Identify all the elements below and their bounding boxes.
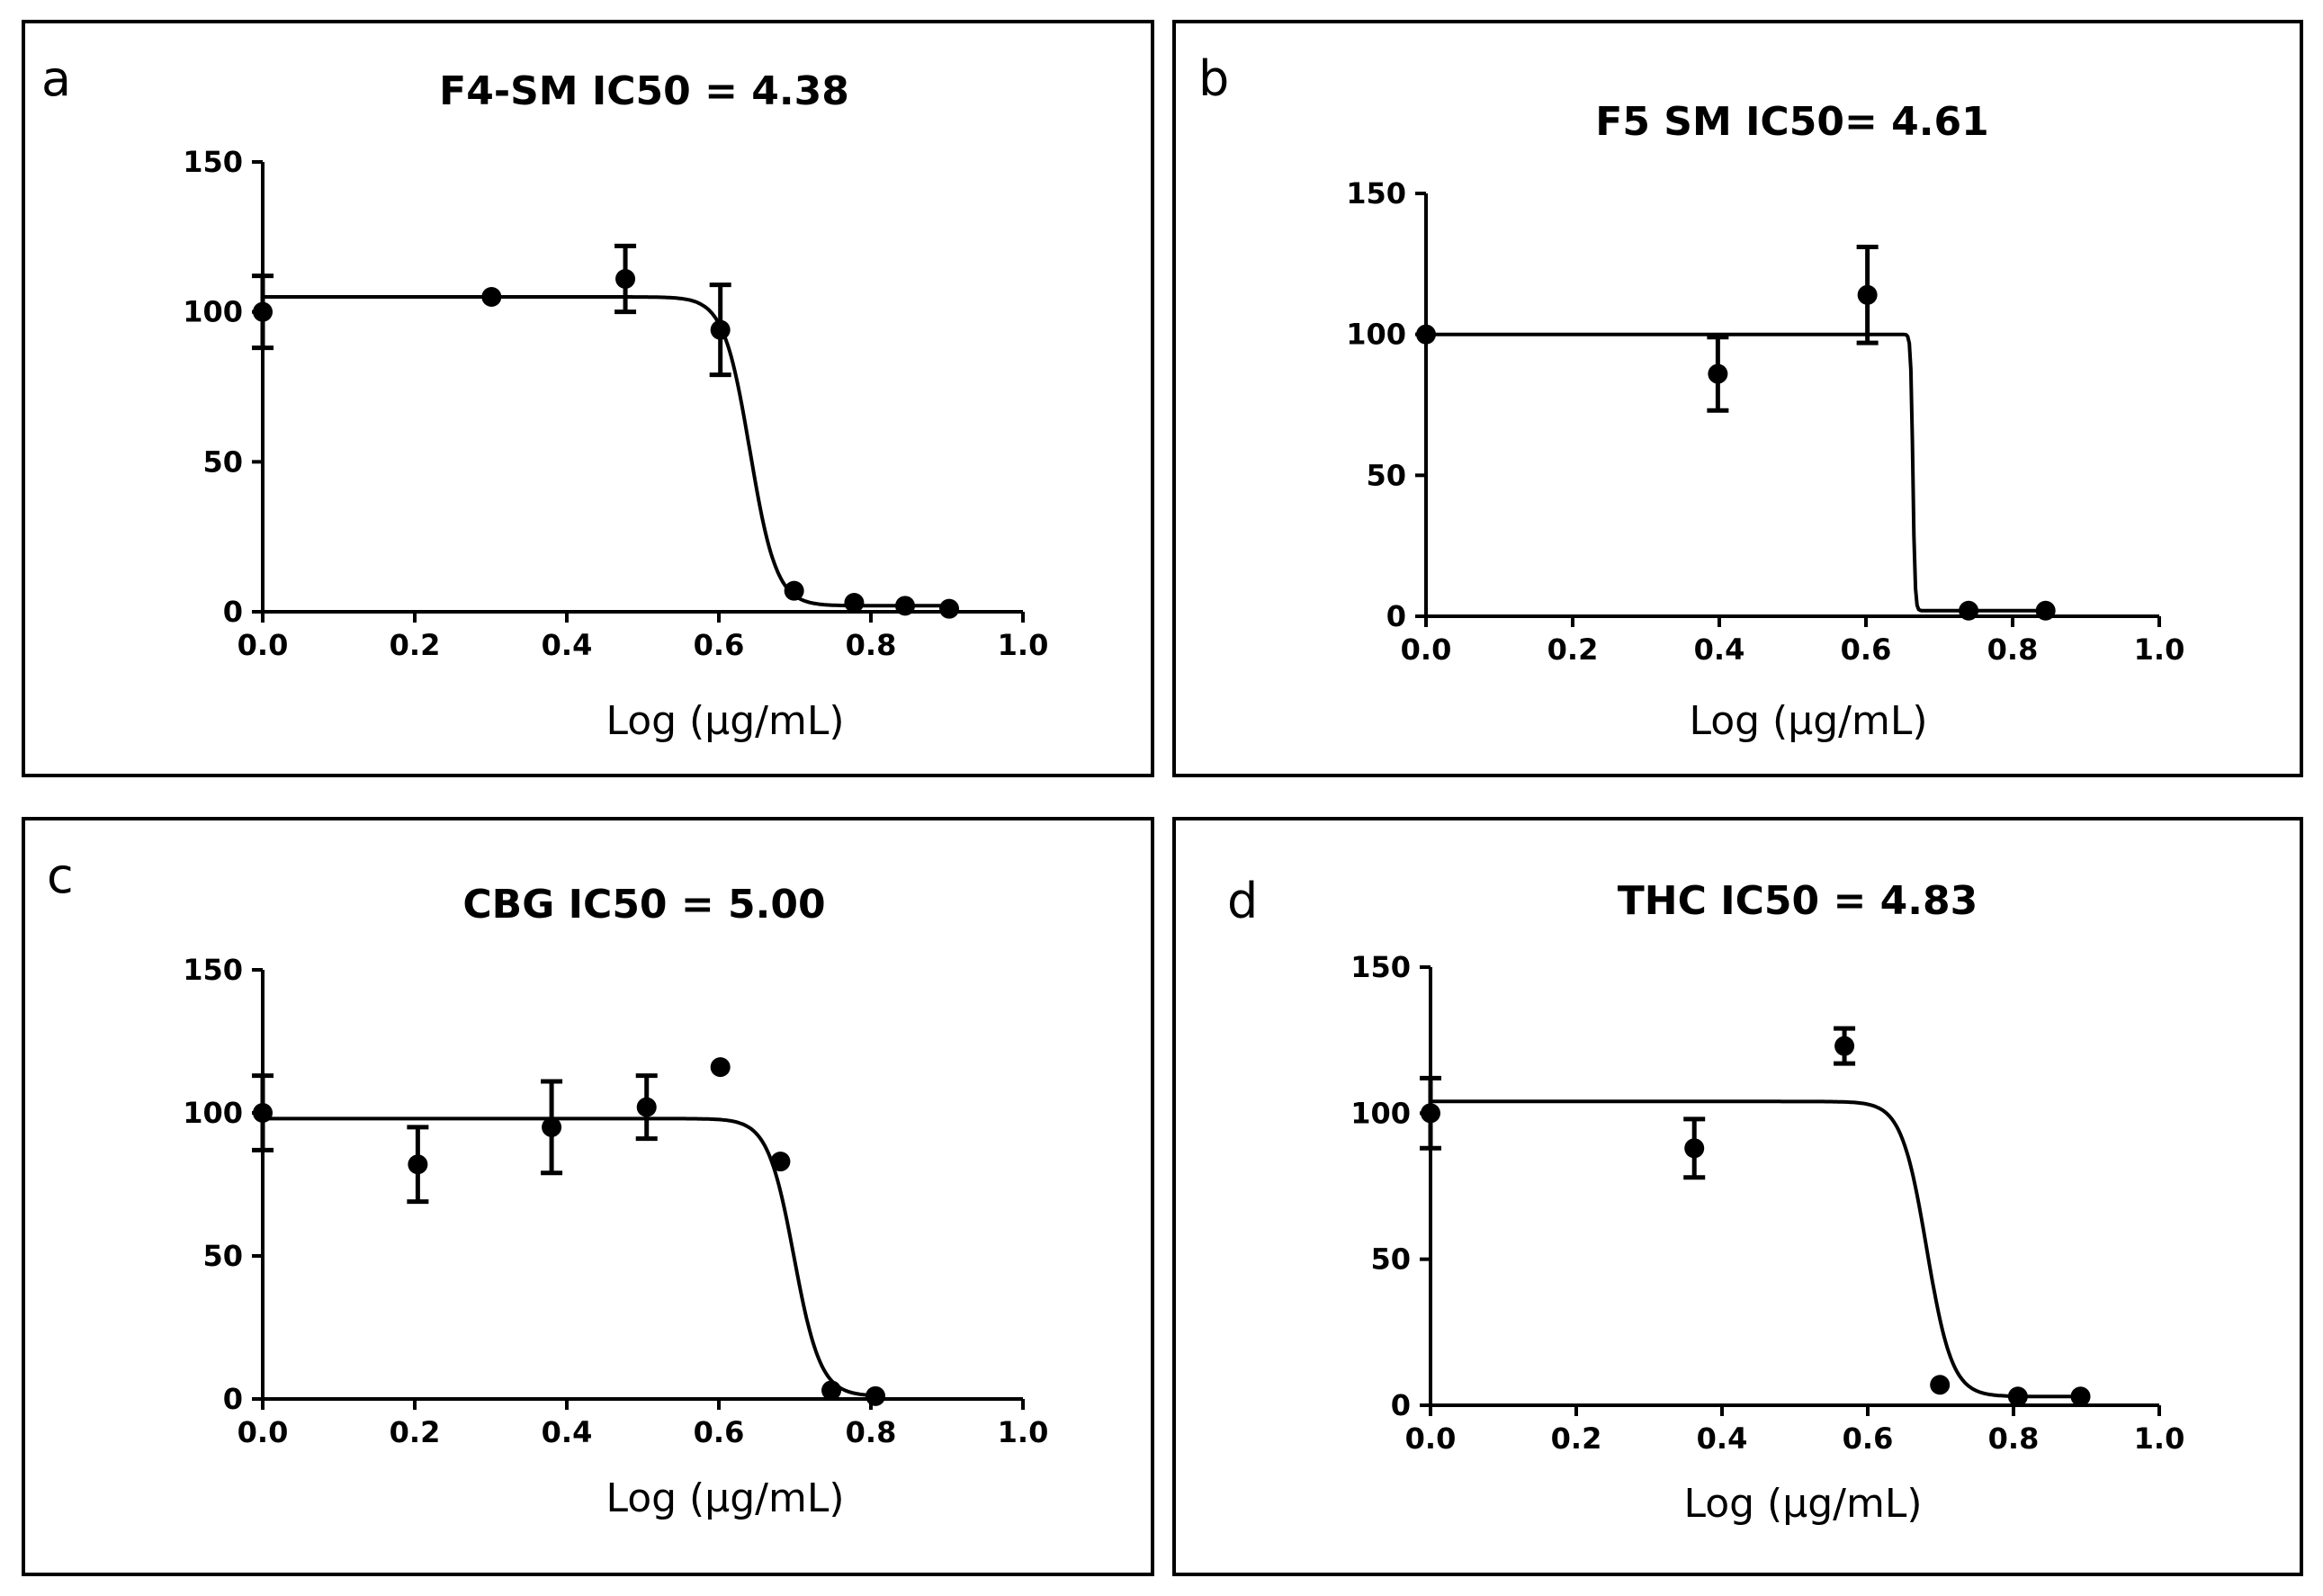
data-point [710,319,731,340]
panel-d: d THC IC50 = 4.83 0.0 0.2 0.4 0.6 0.8 1.0 0 50 1… [1172,817,2303,1576]
data-point [1959,600,1979,621]
data-point [636,1097,657,1117]
panel-a-letter: a [41,50,71,107]
data-point [1708,363,1728,384]
data-point [1684,1138,1705,1159]
panel-d-frame [1172,817,2303,1576]
x-tick-label: 1.0 [2134,1421,2185,1456]
x-tick-label: 1.0 [998,628,1049,662]
x-tick-label: 0.0 [1401,632,1452,667]
panel-c-plot: 0.0 0.2 0.4 0.6 0.8 1.0 0 50 100 150 [183,953,1048,1449]
fit-curve [1431,1099,2081,1399]
data-point [615,269,636,289]
y-tick-label: 50 [202,444,243,479]
x-tick-label: 0.2 [1551,1421,1602,1456]
panel-c-letter: c [47,847,74,904]
data-point [542,1116,562,1137]
x-tick-label: 0.4 [1697,1421,1748,1456]
x-tick-label: 0.4 [542,1415,593,1449]
panel-a-x-axis-label: Log (µg/mL) [605,698,844,744]
x-tick-label: 1.0 [998,1415,1049,1449]
x-tick-label: 0.4 [542,628,593,662]
panel-a-frame [22,20,1154,777]
y-tick-label: 0 [1386,599,1406,633]
y-tick-label: 50 [1370,1242,1411,1277]
data-point [770,1152,791,1172]
panel-c-title: CBG IC50 = 5.00 [462,882,825,928]
x-tick-label: 0.0 [1405,1421,1457,1456]
data-point [1834,1036,1855,1056]
y-tick-label: 50 [202,1239,243,1273]
panel-a: a F4-SM IC50 = 4.38 0.0 0.2 0.4 0.6 0.8 1.0 0 5… [22,20,1154,777]
fit-curve [1426,332,2046,613]
panel-b-letter: b [1198,50,1229,107]
y-tick-label: 150 [1346,176,1406,211]
y-tick-label: 100 [1350,1096,1411,1130]
x-tick-label: 0.2 [390,628,441,662]
panel-c-x-axis-label: Log (µg/mL) [605,1475,844,1521]
panel-b-title: F5 SM IC50= 4.61 [1595,99,1988,145]
panel-b-plot: 0.0 0.2 0.4 0.6 0.8 1.0 0 50 100 150 [1346,176,2184,667]
data-point [1421,1103,1440,1124]
panel-d-letter: d [1227,873,1258,929]
panel-b-frame [1172,20,2303,777]
fit-curve [263,295,949,608]
data-point [253,1103,273,1123]
y-tick-label: 150 [1350,950,1411,984]
data-point [2070,1386,2091,1407]
data-point [2007,1386,2028,1407]
data-point [408,1154,428,1175]
x-tick-label: 0.6 [694,1415,745,1449]
y-tick-label: 150 [183,953,243,987]
x-tick-label: 0.2 [390,1415,441,1449]
y-tick-label: 50 [1366,458,1406,492]
panel-d-plot: 0.0 0.2 0.4 0.6 0.8 1.0 0 50 100 150 [1350,950,2184,1456]
y-tick-label: 150 [183,145,243,179]
panel-d-title: THC IC50 = 4.83 [1618,878,1978,924]
y-tick-label: 0 [223,1382,243,1416]
panel-d-x-axis-label: Log (µg/mL) [1683,1481,1922,1527]
panel-b-x-axis-label: Log (µg/mL) [1689,698,1927,744]
x-tick-label: 0.0 [238,628,289,662]
x-tick-label: 0.4 [1694,632,1745,667]
panel-c-frame [22,817,1154,1576]
data-point [253,301,273,322]
data-point [866,1385,886,1406]
x-tick-label: 0.8 [1988,1421,2040,1456]
panel-c: c CBG IC50 = 5.00 0.0 0.2 0.4 0.6 0.8 1.0 0 50 1… [22,817,1154,1576]
data-point [895,596,916,616]
panel-b: b F5 SM IC50= 4.61 0.0 0.2 0.4 0.6 0.8 1.0 0 50… [1172,20,2303,777]
panel-a-title: F4-SM IC50 = 4.38 [439,68,849,114]
data-point [939,598,960,619]
data-point [784,580,804,601]
data-point [821,1380,842,1401]
data-point [481,287,502,307]
data-point [844,593,865,613]
data-point [1857,284,1878,305]
y-tick-label: 0 [223,595,243,629]
x-tick-label: 1.0 [2134,632,2185,667]
y-tick-label: 100 [183,295,243,329]
data-point [1416,324,1436,345]
x-tick-label: 0.8 [1987,632,2039,667]
x-tick-label: 0.0 [238,1415,289,1449]
x-tick-label: 0.8 [846,1415,897,1449]
x-tick-label: 0.6 [1843,1421,1894,1456]
y-tick-label: 0 [1391,1388,1411,1422]
data-point [1930,1375,1951,1395]
x-tick-label: 0.6 [694,628,745,662]
y-tick-label: 100 [183,1096,243,1130]
x-tick-label: 0.8 [846,628,897,662]
x-tick-label: 0.2 [1547,632,1599,667]
panel-a-plot: 0.0 0.2 0.4 0.6 0.8 1.0 0 50 100 150 [183,145,1048,662]
data-point [2035,600,2056,621]
x-tick-label: 0.6 [1841,632,1892,667]
data-point [710,1057,731,1078]
y-tick-label: 100 [1346,318,1406,352]
